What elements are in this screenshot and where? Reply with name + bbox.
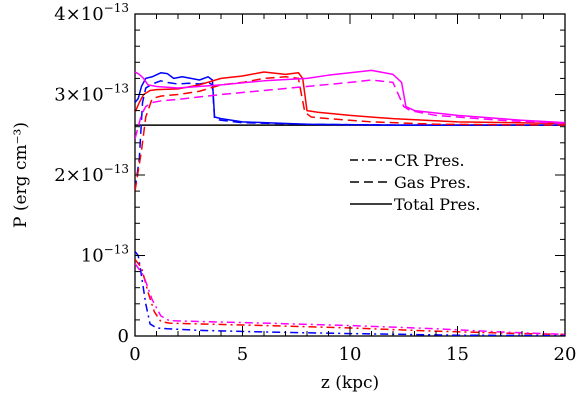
legend: CR Pres. Gas Pres. Total Pres. [350,151,480,214]
y-axis-label: P (erg cm⁻³) [11,122,31,228]
legend-label: Total Pres. [394,195,480,214]
x-tick-label: 15 [446,344,469,365]
series-line-3 [135,251,565,336]
y-tick-label: 0 [118,326,129,347]
legend-label: CR Pres. [394,151,465,170]
legend-label: Gas Pres. [394,173,471,192]
plot-frame [134,13,566,337]
x-tick-label: 5 [237,344,248,365]
y-tick-label: 2×10−13 [54,162,129,186]
plot-frame-group [134,13,566,337]
x-tick-label: 0 [129,344,140,365]
y-tick-label: 10−13 [81,243,129,267]
ticks-group: 0 5 10 15 20 0 10−13 2×10−13 3×10−13 4×10−13 [54,1,576,365]
series-line-8 [135,79,565,139]
series-line-4 [135,71,565,125]
series-line-5 [135,76,565,192]
series-line-1 [135,72,565,126]
series-line-2 [135,80,565,190]
y-tick-label: 4×10−13 [54,1,129,25]
y-tick-label: 3×10−13 [54,82,129,106]
series-line-6 [135,259,565,336]
x-tick-label: 20 [554,344,577,365]
series-line-9 [135,263,565,336]
series-line-7 [135,69,565,124]
x-axis-label: z (kpc) [321,373,379,393]
series-group [135,69,565,336]
x-tick-label: 10 [339,344,362,365]
